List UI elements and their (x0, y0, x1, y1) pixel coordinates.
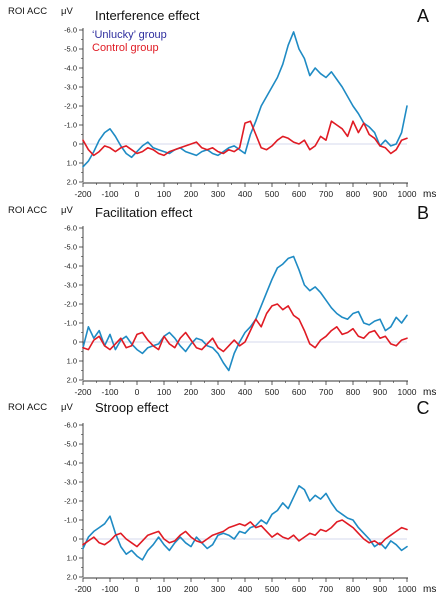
x-unit-label: ms (423, 584, 436, 595)
y-tick-label: -2.0 (64, 300, 77, 309)
series-control-line (82, 303, 408, 353)
y-tick-label: 1.0 (67, 357, 77, 366)
y-tick-label: 2.0 (67, 376, 77, 385)
y-tick-label: 0 (73, 338, 77, 347)
y-tick-label: -3.0 (64, 478, 77, 487)
x-tick-label: 100 (157, 189, 171, 199)
x-tick-label: 100 (157, 584, 171, 594)
y-unit-label: μV (61, 205, 73, 216)
x-tick-label: -100 (101, 584, 118, 594)
x-tick-label: 1000 (398, 189, 417, 199)
y-axis-label: ROI ACC (8, 6, 47, 17)
x-tick-label: 300 (211, 584, 225, 594)
y-tick-label: -6.0 (64, 224, 77, 233)
x-tick-label: 200 (184, 584, 198, 594)
x-tick-label: 500 (265, 189, 279, 199)
panel-letter: B (417, 203, 429, 223)
y-tick-label: 0 (73, 140, 77, 149)
x-tick-label: -100 (101, 189, 118, 199)
y-tick-label: 1.0 (67, 554, 77, 563)
y-tick-label: -3.0 (64, 281, 77, 290)
y-unit-label: μV (61, 6, 73, 17)
panel-title: Stroop effect (95, 400, 169, 415)
legend-control: Control group (92, 42, 159, 54)
y-tick-label: -4.0 (64, 262, 77, 271)
x-tick-label: -100 (101, 387, 118, 397)
y-tick-label: -4.0 (64, 459, 77, 468)
x-tick-label: -200 (74, 584, 91, 594)
x-tick-label: 0 (135, 584, 140, 594)
x-tick-label: 400 (238, 189, 252, 199)
series-unlucky-line (82, 485, 408, 561)
x-tick-label: 0 (135, 189, 140, 199)
x-tick-label: 1000 (398, 584, 417, 594)
panel-b: -6.0 -5.0 -4.0 -3.0 -2.0 -1.0 0 1.0 2.0 -200 -100 0… (8, 203, 436, 398)
x-unit-label: ms (423, 387, 436, 398)
x-tick-label: 500 (265, 387, 279, 397)
x-tick-label: 900 (373, 189, 387, 199)
x-tick-label: 100 (157, 387, 171, 397)
x-tick-label: 200 (184, 387, 198, 397)
y-tick-label: -2.0 (64, 102, 77, 111)
series-unlucky-line (82, 255, 408, 372)
x-tick-label: 0 (135, 387, 140, 397)
y-tick-label: -5.0 (64, 440, 77, 449)
x-tick-label: 700 (319, 387, 333, 397)
x-tick-label: -200 (74, 189, 91, 199)
y-tick-label: -5.0 (64, 243, 77, 252)
panel-title: Facilitation effect (95, 205, 193, 220)
panel-letter: A (417, 6, 429, 26)
y-tick-label: -1.0 (64, 319, 77, 328)
x-tick-label: 900 (373, 387, 387, 397)
y-tick-label: -3.0 (64, 83, 77, 92)
y-tick-label: -2.0 (64, 497, 77, 506)
series-control-line (82, 120, 408, 157)
x-tick-label: 400 (238, 584, 252, 594)
y-tick-label: 0 (73, 535, 77, 544)
x-tick-label: 300 (211, 387, 225, 397)
y-axis-label: ROI ACC (8, 205, 47, 216)
y-tick-label: -4.0 (64, 64, 77, 73)
y-tick-label: -6.0 (64, 26, 77, 35)
panel-a: -6.0 -5.0 -4.0 -3.0 -2.0 -1.0 0 1.0 2.0 -200 -100 0… (8, 6, 436, 200)
x-tick-label: 300 (211, 189, 225, 199)
legend-unlucky: ‘Unlucky’ group (92, 29, 167, 41)
x-tick-label: 600 (292, 189, 306, 199)
x-tick-label: 900 (373, 584, 387, 594)
x-tick-label: 600 (292, 584, 306, 594)
x-tick-label: 800 (346, 387, 360, 397)
x-tick-label: 1000 (398, 387, 417, 397)
y-tick-label: 2.0 (67, 178, 77, 187)
panel-c: -6.0 -5.0 -4.0 -3.0 -2.0 -1.0 0 1.0 2.0 -200 -100 0… (8, 398, 436, 595)
y-axis-label: ROI ACC (8, 402, 47, 413)
y-tick-label: 1.0 (67, 159, 77, 168)
x-unit-label: ms (423, 189, 436, 200)
series-unlucky-line (82, 31, 408, 168)
x-tick-label: 200 (184, 189, 198, 199)
series-control-line (82, 519, 408, 548)
y-tick-label: 2.0 (67, 573, 77, 582)
x-tick-label: 500 (265, 584, 279, 594)
panel-title: Interference effect (95, 8, 200, 23)
y-tick-label: -1.0 (64, 516, 77, 525)
x-tick-label: 800 (346, 189, 360, 199)
x-tick-label: 600 (292, 387, 306, 397)
panel-letter: C (417, 398, 430, 418)
x-tick-label: 400 (238, 387, 252, 397)
y-unit-label: μV (61, 402, 73, 413)
x-tick-label: 800 (346, 584, 360, 594)
y-tick-label: -6.0 (64, 421, 77, 430)
x-tick-label: 700 (319, 189, 333, 199)
x-tick-label: 700 (319, 584, 333, 594)
x-tick-label: -200 (74, 387, 91, 397)
y-tick-label: -5.0 (64, 45, 77, 54)
y-tick-label: -1.0 (64, 121, 77, 130)
